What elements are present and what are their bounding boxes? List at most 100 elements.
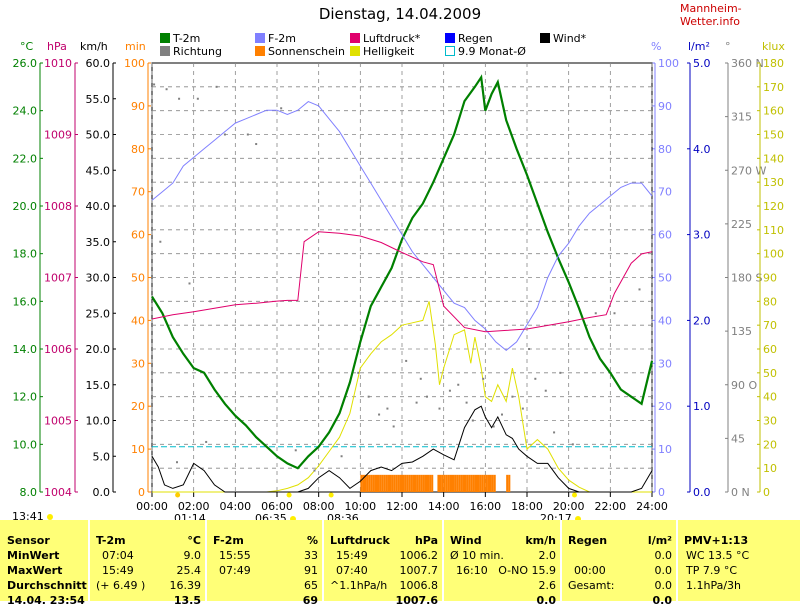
stats-value: O-NO 15.9 [498,564,556,577]
direction-point [215,85,218,88]
stats-row: 07:40 1007.7 [324,562,444,578]
legend-luftdruck-label: Luftdruck* [363,32,421,45]
axis-humidity-tick-label: 80 [658,143,672,156]
axis-temp-tick-label: 20.0 [13,200,38,213]
sunshine-bar [408,474,411,492]
axis-pressure-tick-label: 1005 [44,415,72,428]
stats-row: MinWert [0,547,88,563]
stats-col-rain: Regen l/m² 0.0 00:00 0.0 Gesamt: 0.0 0.0 [560,520,678,607]
stats-value: 1.1hPa/3h [686,579,742,592]
sunshine-bar [362,474,365,492]
sunshine-bar [479,474,482,492]
sunshine-bar [427,474,430,492]
stats-row: 07:04 9.0 [90,547,207,563]
stats-time: 07:04 [102,549,134,562]
axis-sun-tick-label: 20 [131,400,145,413]
x-tick-label: 10:00 [344,500,376,513]
sunshine-bar [389,474,392,492]
stats-row: Durchschnitt [0,577,88,593]
stats-row: Regen l/m² [562,532,678,548]
x-tick-label: 02:00 [178,500,210,513]
direction-point [471,419,474,422]
sunshine-bar [458,474,461,492]
legend-wind-swatch [540,33,550,43]
direction-point [165,88,168,91]
legend-luftdruck: Luftdruck* [350,32,420,45]
axis-wind-tick-label: 20.0 [86,343,111,356]
direction-point [571,443,574,446]
x-tick-label: 12:00 [386,500,418,513]
axis-sun-tick-label: 100 [124,57,145,70]
stats-value: 65 [304,579,318,592]
stats-row: Wind km/h [444,532,562,548]
axis-wind-tick-label: 55.0 [86,93,111,106]
axis-wind-tick-label: 15.0 [86,379,111,392]
axis-lux-unit: klux [762,40,785,53]
sunshine-bar [491,474,494,492]
axis-humidity-unit: % [651,40,662,53]
legend-regen-label: Regen [458,32,493,45]
brand-label[interactable]: Mannheim-Wetter.info [680,2,742,28]
sunset-icon [574,516,581,522]
stats-row: 16:10 O-NO 15.9 [444,562,562,578]
stats-time: 07:49 [219,564,251,577]
legend-richtung-label: Richtung [173,45,222,58]
stats-label: MaxWert [7,564,63,577]
legend-wind-label: Wind* [553,32,587,45]
sunshine-bar [410,474,413,492]
time-marker [286,492,292,498]
stats-row: 07:49 91 [207,562,324,578]
axis-lux-tick-label: 0 [763,486,770,499]
direction-point [448,389,451,392]
time-left: 13:41 [12,510,53,523]
series-f2m [151,101,653,352]
stats-value: 9.0 [183,549,202,562]
stats-value: 1006.8 [399,579,439,592]
sunshine-bar [443,474,446,492]
axis-wind-tick-label: 0.0 [93,486,111,499]
direction-point [223,133,226,136]
stats-header: Wind [450,534,482,547]
axis-sun-tick-label: 60 [131,229,145,242]
direction-point [492,425,495,428]
axis-humidity-tick-label: 70 [658,186,672,199]
time-left-text: 13:41 [12,510,44,523]
sunshine-bar [385,474,388,492]
axis-wind-unit: km/h [80,40,108,53]
stats-row: 14.04. 23:54 [0,592,88,608]
legend-luftdruck-swatch [350,33,360,43]
sunshine-bar [456,474,459,492]
axis-direction-tick-label: 315 [731,111,752,124]
legend-richtung-swatch [160,46,170,56]
axis-humidity-tick-label: 40 [658,314,672,327]
sunshine-bar [391,474,394,492]
stats-row: Ø 10 min. 2.0 [444,547,562,563]
sunshine-bar [489,474,492,492]
x-tick-label: 00:00 [136,500,168,513]
stats-time: 15:55 [219,549,251,562]
x-tick-label: 16:00 [469,500,501,513]
sunshine-bar [368,474,371,492]
sunshine-bar [481,474,484,492]
sunshine-bar [393,474,396,492]
stats-row: 15:55 33 [207,547,324,563]
sunshine-bar [431,474,434,492]
axis-sun-tick-label: 70 [131,186,145,199]
direction-point [378,413,381,416]
direction-point [205,440,208,443]
stats-header: T-2m [96,534,126,547]
weather-chart: 26.0 24.0 22.0 20.0 18.0 16.0 14.0 12.0 10.0 8.0 1… [13,57,785,513]
direction-point [255,143,258,146]
axis-rain-tick-label: 2.0 [693,314,711,327]
axis-lux-tick-label: 20 [763,438,777,451]
stats-table: Sensor MinWert MaxWert Durchschnitt 14.0… [0,520,800,607]
stats-header: PMV+1:13 [684,534,749,547]
stats-col-t2m: T-2m °C 07:04 9.0 15:49 25.4 (+ 6.49 ) 16.39… [88,520,207,607]
axis-direction-tick-label: 225 [731,218,752,231]
stats-row: MaxWert [0,562,88,578]
direction-point [613,312,616,315]
stats-value: 0.0 [654,564,673,577]
legend-richtung: Richtung [160,45,222,58]
stats-value: 2.6 [538,579,557,592]
direction-point [405,359,408,362]
